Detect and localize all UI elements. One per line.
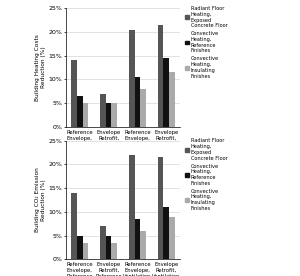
Bar [71, 193, 77, 259]
Y-axis label: Building Heating Costs
Reduction (%): Building Heating Costs Reduction (%) [35, 34, 46, 101]
Bar [163, 58, 169, 127]
Bar [163, 207, 169, 259]
Bar [100, 226, 106, 259]
Bar [106, 236, 112, 259]
Bar [106, 103, 112, 127]
Bar [158, 25, 163, 127]
Bar [71, 60, 77, 127]
Bar [83, 243, 88, 259]
Y-axis label: Building CO₂ Emission
Reduction (%): Building CO₂ Emission Reduction (%) [35, 168, 46, 232]
Bar [100, 94, 106, 127]
Bar [134, 219, 140, 259]
Bar [134, 77, 140, 127]
Bar [112, 243, 117, 259]
Bar [77, 96, 83, 127]
Bar [169, 217, 175, 259]
Bar [129, 155, 134, 259]
Legend: Radiant Floor
Heating,
Exposed
Concrete Floor, Convective
Heating,
Reference
Fin: Radiant Floor Heating, Exposed Concrete … [184, 6, 227, 79]
Bar [158, 157, 163, 259]
Bar [140, 89, 146, 127]
Bar [77, 236, 83, 259]
Bar [129, 30, 134, 127]
Bar [83, 103, 88, 127]
Bar [169, 72, 175, 127]
Bar [112, 103, 117, 127]
Bar [140, 231, 146, 259]
Legend: Radiant Floor
Heating,
Exposed
Concrete Floor, Convective
Heating,
Reference
Fin: Radiant Floor Heating, Exposed Concrete … [184, 138, 227, 211]
